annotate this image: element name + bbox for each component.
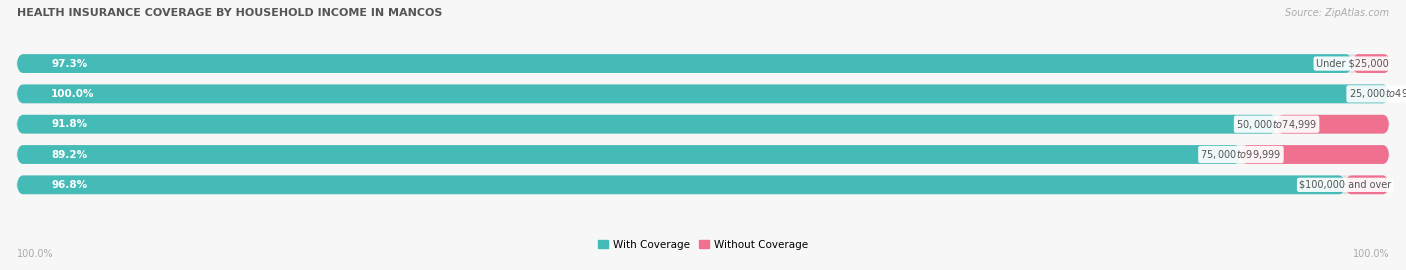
Text: $75,000 to $99,999: $75,000 to $99,999 [1201, 148, 1281, 161]
Text: Source: ZipAtlas.com: Source: ZipAtlas.com [1285, 8, 1389, 18]
Text: 91.8%: 91.8% [51, 119, 87, 129]
Text: Under $25,000: Under $25,000 [1316, 59, 1389, 69]
FancyBboxPatch shape [17, 145, 1241, 164]
Text: 89.2%: 89.2% [51, 150, 87, 160]
FancyBboxPatch shape [1353, 54, 1391, 73]
FancyBboxPatch shape [17, 54, 1389, 73]
Text: 97.3%: 97.3% [51, 59, 87, 69]
FancyBboxPatch shape [17, 85, 1389, 103]
Text: $25,000 to $49,999: $25,000 to $49,999 [1348, 87, 1406, 100]
FancyBboxPatch shape [1277, 115, 1389, 134]
FancyBboxPatch shape [17, 115, 1389, 134]
Text: $50,000 to $74,999: $50,000 to $74,999 [1236, 118, 1317, 131]
FancyBboxPatch shape [1241, 145, 1389, 164]
Text: $100,000 and over: $100,000 and over [1299, 180, 1392, 190]
FancyBboxPatch shape [17, 115, 1277, 134]
FancyBboxPatch shape [17, 145, 1389, 164]
Text: 100.0%: 100.0% [1353, 249, 1389, 259]
Text: HEALTH INSURANCE COVERAGE BY HOUSEHOLD INCOME IN MANCOS: HEALTH INSURANCE COVERAGE BY HOUSEHOLD I… [17, 8, 443, 18]
FancyBboxPatch shape [1346, 176, 1389, 194]
FancyBboxPatch shape [17, 54, 1353, 73]
Text: 96.8%: 96.8% [51, 180, 87, 190]
FancyBboxPatch shape [17, 85, 1389, 103]
Legend: With Coverage, Without Coverage: With Coverage, Without Coverage [593, 235, 813, 254]
Text: 100.0%: 100.0% [51, 89, 94, 99]
FancyBboxPatch shape [17, 176, 1346, 194]
FancyBboxPatch shape [17, 176, 1389, 194]
Text: 100.0%: 100.0% [17, 249, 53, 259]
